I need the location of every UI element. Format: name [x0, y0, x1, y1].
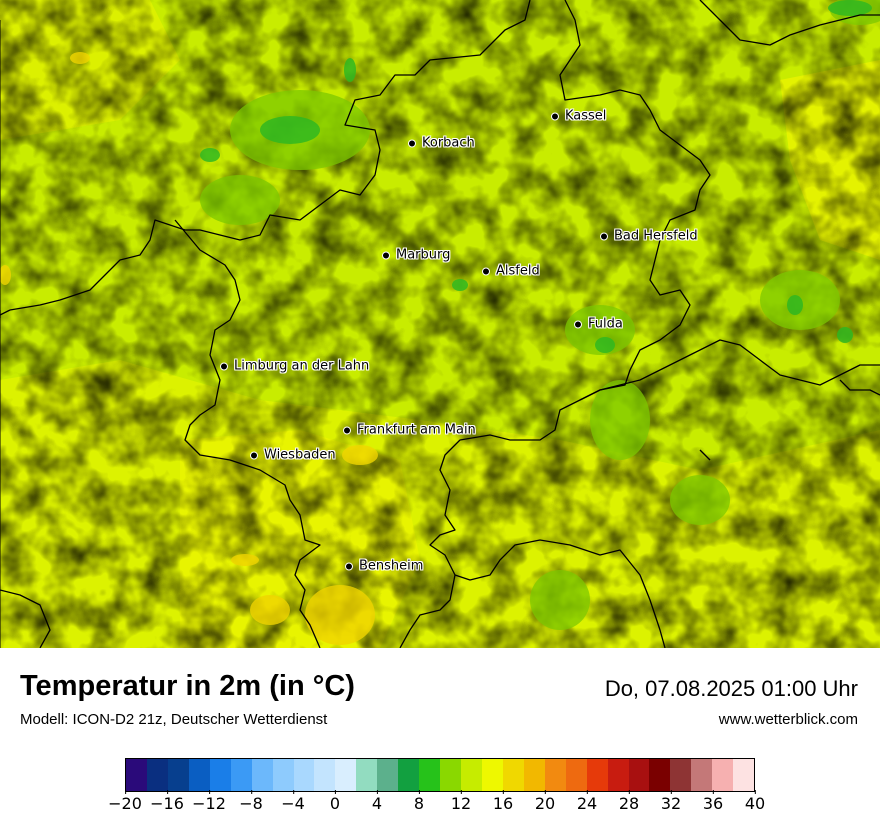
city-dot-icon: [220, 362, 228, 370]
map-title: Temperatur in 2m (in °C): [20, 670, 355, 702]
city-marker: Kassel: [551, 109, 606, 124]
city-label: Frankfurt am Main: [357, 422, 476, 438]
city-dot-icon: [250, 451, 258, 459]
city-marker: Marburg: [382, 248, 450, 263]
city-label: Marburg: [396, 247, 451, 263]
legend-swatch: [356, 759, 378, 791]
city-dot-icon: [551, 112, 559, 120]
legend-tick-label: 8: [413, 790, 425, 813]
city-label: Wiesbaden: [264, 447, 336, 463]
city-label: Kassel: [565, 108, 607, 124]
color-scale-legend: [125, 758, 755, 792]
legend-tick-label: 12: [450, 790, 472, 813]
city-label: Limburg an der Lahn: [234, 358, 370, 374]
legend-tick-label: 24: [576, 790, 598, 813]
map-fields: [0, 0, 880, 648]
city-label: Korbach: [422, 135, 475, 151]
legend-swatch: [523, 759, 545, 791]
legend-swatch: [335, 759, 357, 791]
legend-swatch: [398, 759, 420, 791]
legend-swatch: [440, 759, 461, 791]
legend-tick-label: 16: [492, 790, 514, 813]
legend-swatch: [377, 759, 399, 791]
website-link[interactable]: www.wetterblick.com: [718, 711, 858, 728]
temperature-texture: [0, 0, 880, 648]
legend-tick-label: −16: [150, 790, 184, 813]
city-label: Bensheim: [359, 558, 424, 574]
legend-swatch: [126, 759, 147, 791]
legend-swatch: [712, 759, 734, 791]
legend-tick-label: 32: [660, 790, 682, 813]
city-marker: Bensheim: [345, 559, 423, 574]
legend-swatch: [230, 759, 252, 791]
legend-tick-label: 40: [744, 790, 766, 813]
legend-swatch: [272, 759, 294, 791]
legend-swatch: [565, 759, 587, 791]
legend-swatch: [586, 759, 608, 791]
map-footer: Temperatur in 2m (in °C) Modell: ICON-D2…: [0, 648, 880, 830]
city-label: Bad Hersfeld: [614, 228, 698, 244]
city-marker: Bad Hersfeld: [600, 229, 698, 244]
legend-swatch: [733, 759, 755, 791]
legend-tick-label: 28: [618, 790, 640, 813]
cool-patches: [200, 0, 880, 630]
legend-tick-label: −12: [192, 790, 226, 813]
legend-swatch: [670, 759, 692, 791]
city-label: Fulda: [588, 316, 623, 332]
legend-swatch: [607, 759, 629, 791]
legend-swatch: [209, 759, 231, 791]
legend-tick-label: −20: [108, 790, 142, 813]
legend-swatch: [251, 759, 273, 791]
legend-swatch: [691, 759, 713, 791]
legend-swatch: [293, 759, 315, 791]
legend-tick-label: 20: [534, 790, 556, 813]
city-label: Alsfeld: [496, 263, 540, 279]
city-dot-icon: [574, 320, 582, 328]
legend-tick-label: −8: [239, 790, 263, 813]
city-marker: Korbach: [408, 136, 475, 151]
legend-swatch: [461, 759, 482, 791]
city-dot-icon: [408, 139, 416, 147]
legend-swatch: [419, 759, 441, 791]
temperature-map: Kassel Korbach Bad Hersfeld Marburg Alsfeld F…: [0, 0, 880, 648]
legend-swatch: [167, 759, 189, 791]
legend-tick-label: 4: [371, 790, 383, 813]
legend-swatch: [314, 759, 336, 791]
legend-swatch: [544, 759, 566, 791]
legend-tick-label: 36: [702, 790, 724, 813]
legend-swatch: [146, 759, 168, 791]
legend-swatch: [649, 759, 671, 791]
city-marker: Limburg an der Lahn: [220, 359, 369, 374]
model-source: Modell: ICON-D2 21z, Deutscher Wetterdie…: [20, 711, 328, 728]
legend-tick-label: −4: [281, 790, 305, 813]
city-marker: Fulda: [574, 317, 623, 332]
cold-spots: [200, 0, 872, 353]
legend-swatch: [481, 759, 503, 791]
city-marker: Frankfurt am Main: [343, 423, 476, 438]
city-dot-icon: [482, 267, 490, 275]
city-marker: Alsfeld: [482, 264, 540, 279]
legend-tick-label: 0: [329, 790, 341, 813]
legend-swatch: [628, 759, 650, 791]
warm-spots: [0, 52, 378, 645]
state-borders: [0, 0, 880, 648]
city-dot-icon: [345, 562, 353, 570]
legend-swatch: [188, 759, 210, 791]
city-dot-icon: [343, 426, 351, 434]
city-dot-icon: [600, 232, 608, 240]
forecast-datetime: Do, 07.08.2025 01:00 Uhr: [604, 676, 858, 701]
legend-swatch: [502, 759, 524, 791]
city-dot-icon: [382, 251, 390, 259]
color-scale-ticks: −20 −16 −12 −8 −4 0 4 8 12 16 20 24 28 32 36 40: [108, 790, 765, 821]
city-marker: Wiesbaden: [250, 448, 336, 463]
